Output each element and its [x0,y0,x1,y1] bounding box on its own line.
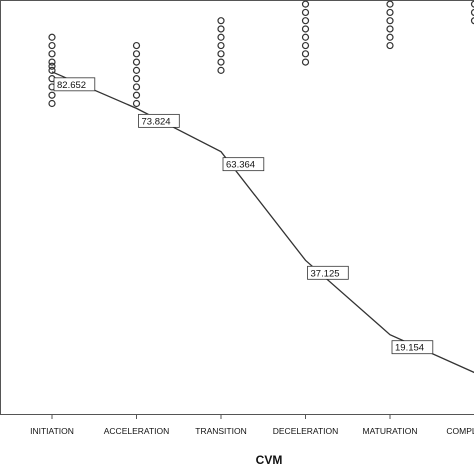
data-point [48,33,56,41]
data-point [301,41,310,50]
data-label-box [53,77,96,92]
data-point [48,62,56,70]
data-point [217,50,225,58]
data-point [386,8,394,17]
data-point [48,66,56,74]
data-label-text: 82.652 [57,80,86,91]
data-label-box [307,265,349,280]
data-label-box [138,113,180,128]
data-label: 73.824 [138,113,180,128]
data-point [301,8,310,17]
data-point [386,33,394,41]
data-point [132,91,141,99]
data-point [217,58,225,66]
data-point [48,50,56,58]
data-point [301,50,310,58]
data-label-text: 37.125 [311,268,340,279]
data-point [132,99,141,108]
data-point [132,50,141,58]
data-point [48,58,56,66]
data-point [217,41,225,50]
data-point [470,8,474,16]
data-point [132,75,141,83]
data-point [217,66,225,74]
data-point [132,41,141,50]
x-tick-label: MATURATION [363,426,418,436]
data-point [470,0,474,8]
data-labels: 82.652 73.824 63.364 37.125 19.154 [53,77,434,355]
data-point [48,91,56,99]
data-point [470,17,474,25]
data-point [301,33,310,41]
data-point [301,17,310,25]
data-point [301,0,310,8]
data-point [217,17,225,25]
data-point [132,66,141,74]
x-tick-label: DECELERATION [273,426,339,436]
data-point [217,25,225,33]
data-point [132,83,141,91]
data-point [386,0,394,8]
data-label-text: 63.364 [226,160,255,171]
data-point [386,17,394,25]
data-point [301,58,310,66]
x-tick-label: COMPLETION [446,426,474,436]
x-axis-title: CVM [256,453,283,467]
data-label-text: 73.824 [142,116,171,127]
data-label: 37.125 [307,265,349,280]
x-axis: INITIATION ACCELERATION TRANSITION DECELERA… [30,414,474,436]
data-point [217,33,225,41]
data-label-text: 19.154 [395,343,424,354]
data-point [301,25,310,33]
data-label: 63.364 [222,157,265,172]
data-label-box [391,340,434,355]
x-tick-label: TRANSITION [195,426,246,436]
x-tick-label: ACCELERATION [104,426,170,436]
data-point [132,58,141,66]
data-label-box [222,157,265,172]
data-label: 82.652 [53,77,96,92]
data-point [48,41,56,50]
data-label: 19.154 [391,340,434,355]
data-point [386,25,394,33]
data-point [386,41,394,50]
data-point [48,99,56,108]
x-tick-label: INITIATION [30,426,74,436]
